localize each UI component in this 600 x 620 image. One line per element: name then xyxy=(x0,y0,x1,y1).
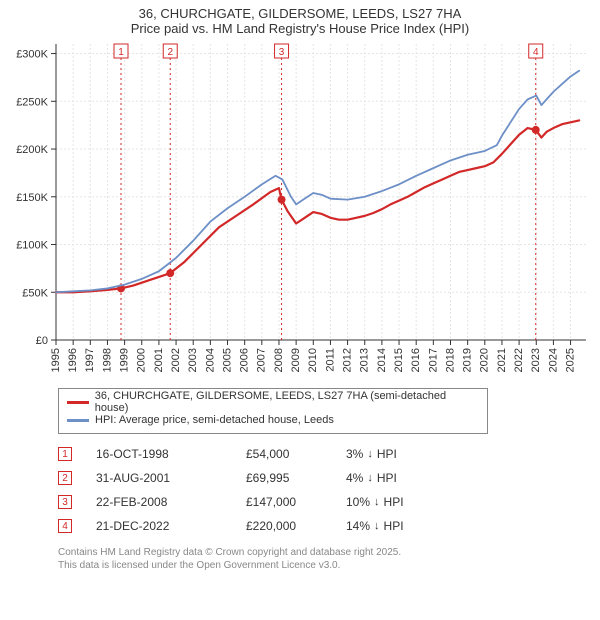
marker-pct: 3% ↓ HPI xyxy=(346,447,397,461)
chart-area: 1995 1996 1997 1998 1999 2000 2001 2002 2003 2004… xyxy=(6,40,594,380)
svg-text:2015: 2015 xyxy=(393,348,405,372)
svg-text:2024: 2024 xyxy=(547,348,559,372)
svg-text:£150K: £150K xyxy=(16,192,48,204)
marker-pct: 14% ↓ HPI xyxy=(346,519,404,533)
svg-text:1998: 1998 xyxy=(101,348,113,372)
chart-svg: 1995 1996 1997 1998 1999 2000 2001 2002 2003 2004… xyxy=(6,40,594,380)
svg-text:£300K: £300K xyxy=(16,49,48,61)
svg-text:2022: 2022 xyxy=(513,348,525,372)
svg-text:2017: 2017 xyxy=(427,348,439,372)
svg-text:£50K: £50K xyxy=(22,287,48,299)
marker-date: 31-AUG-2001 xyxy=(96,471,246,485)
marker-badge: 2 xyxy=(58,471,72,485)
svg-text:1996: 1996 xyxy=(67,348,79,372)
footer-line-1: Contains HM Land Registry data © Crown c… xyxy=(58,546,594,559)
svg-text:2025: 2025 xyxy=(564,348,576,372)
svg-text:£0: £0 xyxy=(36,335,48,347)
svg-text:2009: 2009 xyxy=(290,348,302,372)
marker-row: 4 21-DEC-2022 £220,000 14% ↓ HPI xyxy=(58,514,528,538)
svg-text:£200K: £200K xyxy=(16,144,48,156)
marker-badge: 1 xyxy=(58,447,72,461)
svg-text:2003: 2003 xyxy=(187,348,199,372)
marker-price: £54,000 xyxy=(246,447,346,461)
svg-text:1: 1 xyxy=(118,47,124,58)
arrow-down-icon: ↓ xyxy=(374,520,380,532)
marker-pct-val: 3% xyxy=(346,447,363,461)
legend-item: 36, CHURCHGATE, GILDERSOME, LEEDS, LS27 … xyxy=(67,393,479,411)
svg-text:2007: 2007 xyxy=(256,348,268,372)
arrow-down-icon: ↓ xyxy=(374,496,380,508)
title-line-2: Price paid vs. HM Land Registry's House … xyxy=(6,21,594,36)
svg-text:2008: 2008 xyxy=(273,348,285,372)
footer: Contains HM Land Registry data © Crown c… xyxy=(58,546,594,572)
marker-row: 3 22-FEB-2008 £147,000 10% ↓ HPI xyxy=(58,490,528,514)
svg-text:2016: 2016 xyxy=(410,348,422,372)
marker-date: 16-OCT-1998 xyxy=(96,447,246,461)
svg-text:2014: 2014 xyxy=(376,348,388,372)
svg-text:2013: 2013 xyxy=(359,348,371,372)
svg-text:1999: 1999 xyxy=(119,348,131,372)
marker-pct: 4% ↓ HPI xyxy=(346,471,397,485)
svg-text:1995: 1995 xyxy=(50,348,62,372)
svg-text:2019: 2019 xyxy=(462,348,474,372)
svg-text:2004: 2004 xyxy=(204,348,216,372)
marker-pct: 10% ↓ HPI xyxy=(346,495,404,509)
legend-label: 36, CHURCHGATE, GILDERSOME, LEEDS, LS27 … xyxy=(95,390,479,414)
svg-text:2012: 2012 xyxy=(341,348,353,372)
svg-text:3: 3 xyxy=(279,47,285,58)
svg-text:2010: 2010 xyxy=(307,348,319,372)
svg-text:2001: 2001 xyxy=(153,348,165,372)
marker-pct-val: 4% xyxy=(346,471,363,485)
marker-row: 2 31-AUG-2001 £69,995 4% ↓ HPI xyxy=(58,466,528,490)
svg-text:2023: 2023 xyxy=(530,348,542,372)
svg-text:2006: 2006 xyxy=(239,348,251,372)
marker-date: 21-DEC-2022 xyxy=(96,519,246,533)
legend: 36, CHURCHGATE, GILDERSOME, LEEDS, LS27 … xyxy=(58,388,488,434)
marker-row: 1 16-OCT-1998 £54,000 3% ↓ HPI xyxy=(58,442,528,466)
marker-badge: 3 xyxy=(58,495,72,509)
svg-text:2002: 2002 xyxy=(170,348,182,372)
svg-text:£100K: £100K xyxy=(16,240,48,252)
marker-pct-suffix: HPI xyxy=(377,471,397,485)
svg-text:4: 4 xyxy=(533,47,539,58)
footer-line-2: This data is licensed under the Open Gov… xyxy=(58,559,594,572)
svg-text:£250K: £250K xyxy=(16,96,48,108)
marker-price: £147,000 xyxy=(246,495,346,509)
title-line-1: 36, CHURCHGATE, GILDERSOME, LEEDS, LS27 … xyxy=(6,6,594,21)
marker-pct-val: 10% xyxy=(346,495,370,509)
marker-pct-suffix: HPI xyxy=(384,495,404,509)
legend-swatch xyxy=(67,419,89,422)
chart-title: 36, CHURCHGATE, GILDERSOME, LEEDS, LS27 … xyxy=(6,6,594,36)
svg-text:2: 2 xyxy=(167,47,173,58)
legend-label: HPI: Average price, semi-detached house,… xyxy=(95,414,334,426)
marker-pct-val: 14% xyxy=(346,519,370,533)
svg-text:2000: 2000 xyxy=(136,348,148,372)
svg-text:2005: 2005 xyxy=(221,348,233,372)
arrow-down-icon: ↓ xyxy=(367,448,373,460)
svg-text:2011: 2011 xyxy=(324,348,336,372)
svg-text:2021: 2021 xyxy=(496,348,508,372)
marker-pct-suffix: HPI xyxy=(377,447,397,461)
svg-text:2018: 2018 xyxy=(444,348,456,372)
marker-pct-suffix: HPI xyxy=(384,519,404,533)
marker-date: 22-FEB-2008 xyxy=(96,495,246,509)
legend-swatch xyxy=(67,401,89,404)
marker-badge: 4 xyxy=(58,519,72,533)
svg-text:2020: 2020 xyxy=(479,348,491,372)
marker-price: £220,000 xyxy=(246,519,346,533)
svg-text:1997: 1997 xyxy=(84,348,96,372)
arrow-down-icon: ↓ xyxy=(367,472,373,484)
marker-price: £69,995 xyxy=(246,471,346,485)
markers-table: 1 16-OCT-1998 £54,000 3% ↓ HPI 2 31-AUG-… xyxy=(58,442,528,538)
